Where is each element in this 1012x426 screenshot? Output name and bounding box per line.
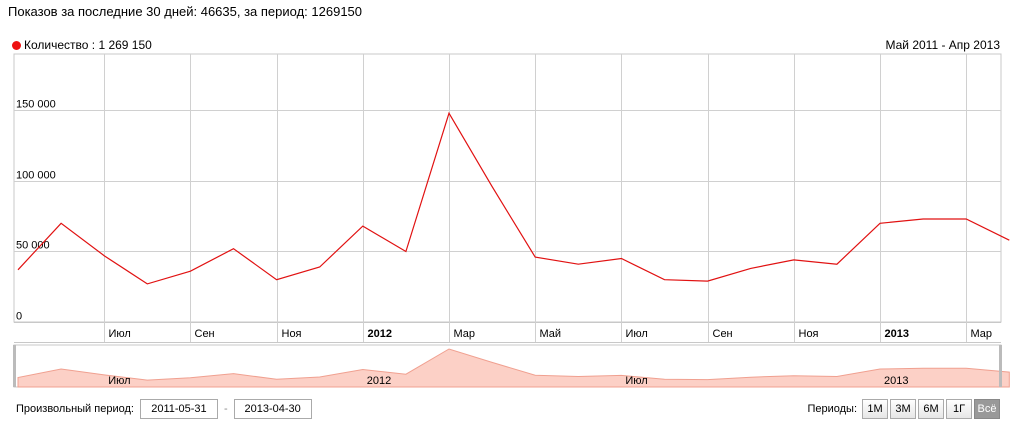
legend[interactable]: Количество : 1 269 150 <box>12 38 152 52</box>
x-tick-label: Сен <box>195 328 215 340</box>
navigator-label: 2012 <box>367 375 391 387</box>
data-point <box>835 262 839 266</box>
date-to-input[interactable] <box>233 399 312 419</box>
y-tick-label: 100 000 <box>16 170 56 182</box>
period-button-1m[interactable]: 1М <box>862 399 888 419</box>
navigator-label: Июл <box>108 375 130 387</box>
x-tick-label: Сен <box>713 328 733 340</box>
period-button-3m[interactable]: 3М <box>890 399 916 419</box>
data-point <box>318 265 322 269</box>
data-point <box>663 278 667 282</box>
x-tick-label: Мар <box>971 328 993 340</box>
x-tick-label: 2012 <box>368 328 392 340</box>
data-point <box>533 255 537 259</box>
x-tick-label: Май <box>540 328 562 340</box>
data-point <box>447 111 451 115</box>
x-tick-label: Ноя <box>799 328 819 340</box>
data-point <box>145 282 149 286</box>
navigator-right-handle[interactable] <box>999 345 1002 387</box>
y-tick-label: 0 <box>16 311 22 323</box>
data-point <box>232 247 236 251</box>
data-point <box>921 217 925 221</box>
y-tick-label: 50 000 <box>16 240 50 252</box>
data-point <box>59 221 63 225</box>
y-tick-label: 150 000 <box>16 99 56 111</box>
period-button-1y[interactable]: 1Г <box>946 399 972 419</box>
data-point <box>1007 238 1011 242</box>
navigator-area <box>17 348 1010 388</box>
x-tick-label: Июл <box>109 328 131 340</box>
navigator-label: Июл <box>625 375 647 387</box>
header-summary: Показов за последние 30 дней: 46635, за … <box>8 4 363 19</box>
periods-label: Периоды: <box>807 403 857 415</box>
date-separator: - <box>223 403 228 415</box>
range-title: Май 2011 - Апр 2013 <box>885 38 1000 52</box>
data-point <box>16 268 20 272</box>
chart: 0 50 000 100 000 150 000 Июл Сен Ноя 2012 Мар Май… <box>13 53 1011 388</box>
navigator-label: 2013 <box>884 375 908 387</box>
custom-period: Произвольный период: - <box>16 399 312 419</box>
x-tick-label: Ноя <box>282 328 302 340</box>
data-point <box>404 250 408 254</box>
data-point <box>749 266 753 270</box>
custom-period-label: Произвольный период: <box>16 403 134 415</box>
data-point <box>964 217 968 221</box>
data-point <box>102 254 106 258</box>
period-button-all[interactable]: Всё <box>974 399 1000 419</box>
x-tick-label: 2013 <box>885 328 909 340</box>
data-point <box>275 278 279 282</box>
date-from-input[interactable] <box>139 399 218 419</box>
series-line <box>17 111 1010 285</box>
plot-frame <box>13 53 1002 323</box>
data-point <box>706 279 710 283</box>
navigator-left-handle[interactable] <box>13 345 16 387</box>
x-tick-label: Июл <box>626 328 648 340</box>
data-point <box>878 221 882 225</box>
x-tick-label: Мар <box>454 328 476 340</box>
data-point <box>490 185 494 189</box>
legend-label: Количество : 1 269 150 <box>24 38 152 52</box>
data-point <box>361 224 365 228</box>
data-point <box>619 257 623 261</box>
legend-dot-icon <box>12 40 21 50</box>
period-button-6m[interactable]: 6М <box>918 399 944 419</box>
data-point <box>576 262 580 266</box>
data-point <box>188 269 192 273</box>
data-point <box>792 258 796 262</box>
periods: Периоды: 1М 3М 6М 1Г Всё <box>807 399 1000 419</box>
